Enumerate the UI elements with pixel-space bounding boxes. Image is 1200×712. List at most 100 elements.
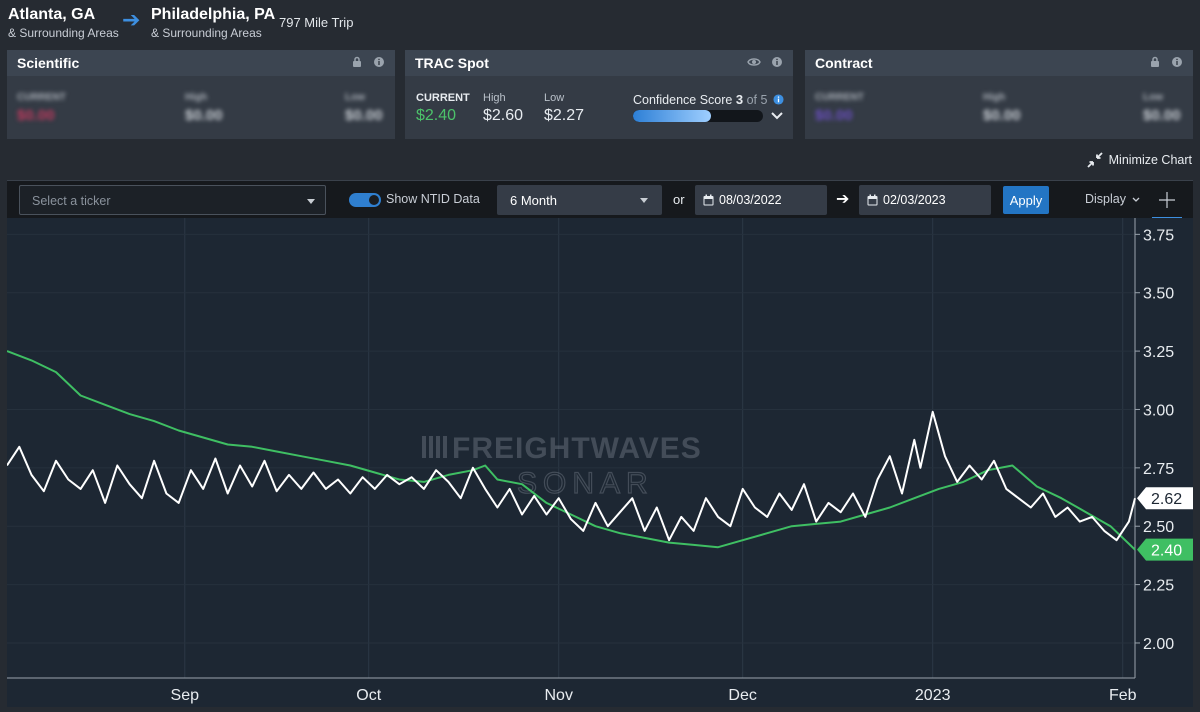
contract-card: Contract CURRENT $0.00 High $0.00 Low $0… [805,50,1193,139]
route-header: Atlanta, GA & Surrounding Areas ➔ Philad… [0,0,1200,46]
origin-area: & Surrounding Areas [8,26,119,40]
info-icon[interactable] [373,56,385,68]
x-tick-label: Sep [171,687,200,704]
y-tick-label: 3.75 [1143,227,1174,244]
end-label-box [1137,538,1193,561]
ticker-placeholder: Select a ticker [32,194,111,208]
trac-current-value: $2.40 [416,107,457,124]
chevron-down-icon[interactable] [771,111,783,121]
lock-icon[interactable] [1149,56,1161,68]
scientific-current-label: CURRENT [17,92,66,103]
contract-current-label: CURRENT [815,92,864,103]
caret-down-icon [307,199,315,204]
x-tick-label: Dec [728,687,756,704]
x-tick-label: Nov [545,687,573,704]
confidence-label: Confidence Score [633,93,733,107]
y-tick-label: 2.25 [1143,578,1174,595]
watermark-line1: FREIGHTWAVES [452,432,702,465]
destination-city: Philadelphia, PA [151,6,276,23]
show-ntid-label: Show NTID Data [386,192,480,206]
destination-area: & Surrounding Areas [151,26,262,40]
display-menu[interactable]: Display [1085,192,1140,206]
trac-high-label: High [483,92,506,104]
scientific-card-title: Scientific [17,55,80,71]
info-icon[interactable] [771,56,783,68]
y-tick-label: 3.25 [1143,344,1174,361]
end-label-box [1137,487,1193,510]
scientific-card: Scientific CURRENT $0.00 High $0.00 Low … [7,50,395,139]
confidence-of: of 5 [746,93,768,107]
end-date-input[interactable]: 02/03/2023 [859,185,991,215]
eye-icon[interactable] [747,56,761,68]
route-arrow-icon: ➔ [122,7,141,32]
end-date-value: 02/03/2023 [883,193,946,207]
minimize-chart-button[interactable]: Minimize Chart [1087,152,1192,168]
start-date-input[interactable]: 08/03/2022 [695,185,827,215]
chart-svg[interactable]: FREIGHTWAVES SONAR Sep Oct Nov Dec 2023 Feb 2.… [6,218,1193,707]
toggle-knob [369,195,379,205]
calendar-icon [703,194,714,206]
trac-current-label: CURRENT [416,92,470,104]
origin: Atlanta, GA & Surrounding Areas [8,6,119,40]
date-range-arrow-icon: ➔ [836,191,850,208]
trac-high-value: $2.60 [483,107,524,124]
caret-down-icon [640,198,648,203]
x-tick-label: Feb [1109,687,1137,704]
contract-high: High $0.00 [983,92,1021,124]
end-label-text: 2.62 [1151,491,1182,508]
scientific-current-value: $0.00 [17,107,55,124]
y-tick-label: 2.00 [1143,636,1174,653]
green-series-end-label: 2.40 [1137,538,1193,561]
contract-high-label: High [983,92,1006,103]
y-tick-label: 2.75 [1143,461,1174,478]
x-tick-label: 2023 [915,687,951,704]
ticker-select[interactable]: Select a ticker [19,185,326,215]
lock-icon[interactable] [351,56,363,68]
chart-toolbar: Select a ticker Show NTID Data 6 Month o… [7,180,1193,220]
scientific-card-header: Scientific [7,50,395,76]
chevron-down-icon [1133,197,1140,202]
crosshair-icon [1159,192,1175,208]
price-chart[interactable]: FREIGHTWAVES SONAR Sep Oct Nov Dec 2023 Feb 2.… [6,218,1193,707]
contract-high-value: $0.00 [983,107,1021,124]
minimize-chart-label: Minimize Chart [1108,153,1192,167]
info-icon[interactable] [773,94,784,105]
contract-current-value: $0.00 [815,107,853,124]
scientific-low-label: Low [345,92,365,103]
trac-spot-card-title: TRAC Spot [415,55,489,71]
trac-spot-card: TRAC Spot CURRENT $2.40 High $2.60 Low $… [405,50,793,139]
watermark-line2: SONAR [517,467,654,500]
confidence-bar-fill [633,110,711,122]
info-icon[interactable] [1171,56,1183,68]
range-select[interactable]: 6 Month [497,185,662,215]
display-label: Display [1085,192,1126,206]
confidence-score: Confidence Score 3 of 5 [633,92,784,107]
x-tick-label: Oct [356,687,381,704]
y-tick-label: 2.50 [1143,519,1174,536]
scientific-low-value: $0.00 [345,107,383,124]
crosshair-tool[interactable] [1152,183,1182,219]
freightwaves-logo-icon [422,436,447,458]
white-series-line[interactable] [6,410,1136,542]
y-tick-label: 3.00 [1143,402,1174,419]
y-tick-label: 3.50 [1143,286,1174,303]
range-value: 6 Month [510,193,557,208]
apply-button[interactable]: Apply [1003,186,1049,214]
contract-current: CURRENT $0.00 [815,92,864,124]
origin-city: Atlanta, GA [8,6,96,23]
green-series-line[interactable] [6,350,1136,551]
scientific-low: Low $0.00 [345,92,383,124]
end-label-text: 2.40 [1151,543,1182,560]
scientific-high: High $0.00 [185,92,223,124]
scientific-high-label: High [185,92,208,103]
start-date-value: 08/03/2022 [719,193,782,207]
scientific-high-value: $0.00 [185,107,223,124]
contract-low-label: Low [1143,92,1163,103]
scientific-current: CURRENT $0.00 [17,92,66,124]
trac-low-label: Low [544,92,565,104]
show-ntid-toggle[interactable] [349,193,381,207]
contract-low-value: $0.00 [1143,107,1181,124]
trac-low-value: $2.27 [544,107,585,124]
white-series-end-label: 2.62 [1137,487,1193,510]
destination: Philadelphia, PA & Surrounding Areas [151,6,275,40]
